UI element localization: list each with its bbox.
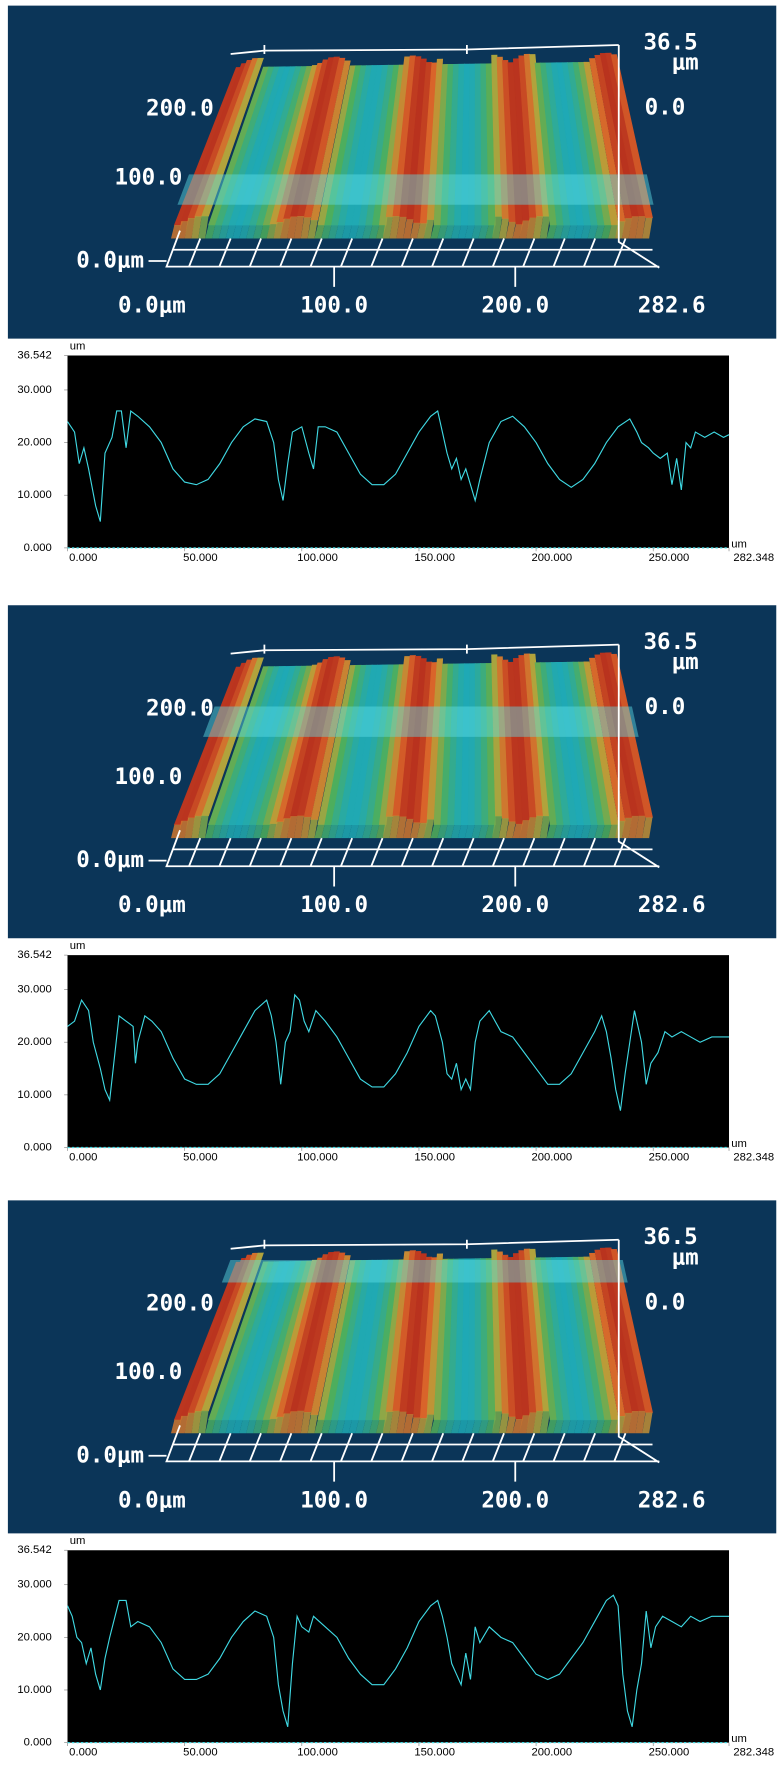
y-tick-label: 36.542 (17, 949, 51, 961)
x-axis-title: um (731, 1733, 747, 1745)
z-min-label: 0.0 (645, 694, 686, 720)
z-unit-label: μm (672, 1244, 699, 1270)
x-tick-label: 200.000 (531, 1747, 572, 1759)
y-tick-label: 0.000 (24, 1737, 52, 1749)
y-axis-label: 0.0μm (76, 1442, 144, 1468)
x-tick-label: 50.000 (183, 552, 217, 564)
x-tick-label: 100.000 (297, 1747, 338, 1759)
y-tick-label: 30.000 (17, 1579, 51, 1591)
profile-chart: um um 0.000 10.000 20.000 30.000 36.542 0.000 50… (17, 1535, 774, 1759)
plot-area (68, 955, 730, 1147)
x-axis-label: 100.0 (300, 892, 368, 918)
x-tick-label: 150.000 (414, 552, 455, 564)
x-tick-label: 50.000 (183, 1152, 217, 1164)
y-axis-label: 100.0 (115, 764, 183, 790)
x-tick-label: 250.000 (649, 1152, 690, 1164)
y-axis-title: um (70, 1535, 86, 1547)
x-tick-label: 200.000 (531, 1152, 572, 1164)
y-axis-label: 200.0 (146, 695, 214, 721)
x-axis-label: 282.6 (638, 892, 706, 918)
x-axis-label: 200.0 (481, 293, 549, 319)
y-axis-label: 0.0μm (76, 248, 144, 274)
x-tick-label: 100.000 (297, 552, 338, 564)
y-axis-title: um (70, 940, 86, 952)
x-tick-label: 0.000 (69, 1152, 97, 1164)
x-tick-label: 282.348 (733, 552, 774, 564)
x-axis-title: um (731, 1138, 747, 1150)
y-axis-label: 200.0 (146, 1290, 214, 1316)
profile-cut (177, 174, 653, 204)
x-axis-label: 200.0 (481, 892, 549, 918)
x-tick-label: 250.000 (649, 1747, 690, 1759)
profile-chart: um um 0.000 10.000 20.000 30.000 36.542 0.000 50… (17, 940, 774, 1164)
profile-cut (222, 1260, 628, 1283)
x-axis-label: 100.0 (300, 293, 368, 319)
y-tick-label: 0.000 (24, 1141, 52, 1153)
y-tick-label: 36.542 (17, 1544, 51, 1556)
plot-area (68, 1550, 730, 1742)
y-axis-title: um (70, 340, 86, 352)
surface-view: 36.5μm0.0200.0100.00.0μm0.0μm100.0200.02… (8, 6, 776, 339)
y-axis-label: 0.0μm (76, 847, 144, 873)
x-axis-label: 0.0μm (118, 1487, 186, 1513)
y-tick-label: 20.000 (17, 1036, 51, 1048)
x-axis-label: 0.0μm (118, 293, 186, 319)
page: 36.5μm0.0200.0100.00.0μm0.0μm100.0200.02… (0, 0, 781, 1773)
profile-cut (203, 707, 639, 737)
x-tick-label: 282.348 (733, 1152, 774, 1164)
x-tick-label: 150.000 (414, 1747, 455, 1759)
y-tick-label: 20.000 (17, 437, 51, 449)
x-tick-label: 50.000 (183, 1747, 217, 1759)
y-tick-label: 30.000 (17, 984, 51, 996)
x-tick-label: 100.000 (297, 1152, 338, 1164)
profile-chart: um um 0.000 10.000 20.000 30.000 36.542 0.000 50… (17, 340, 774, 564)
z-min-label: 0.0 (645, 95, 686, 121)
z-unit-label: μm (672, 50, 699, 76)
y-tick-label: 0.000 (24, 542, 52, 554)
y-tick-label: 36.542 (17, 349, 51, 361)
x-tick-label: 0.000 (69, 1747, 97, 1759)
plot-area (68, 356, 730, 548)
x-tick-label: 282.348 (733, 1747, 774, 1759)
x-axis-label: 282.6 (638, 1487, 706, 1513)
y-tick-label: 10.000 (17, 489, 51, 501)
y-tick-label: 10.000 (17, 1684, 51, 1696)
y-tick-label: 20.000 (17, 1631, 51, 1643)
x-axis-label: 100.0 (300, 1487, 368, 1513)
z-unit-label: μm (672, 649, 699, 675)
surface-view: 36.5μm0.0200.0100.00.0μm0.0μm100.0200.02… (8, 1200, 776, 1533)
y-axis-label: 200.0 (146, 96, 214, 122)
x-axis-title: um (731, 538, 747, 550)
z-min-label: 0.0 (645, 1289, 686, 1315)
x-axis-label: 200.0 (481, 1487, 549, 1513)
x-axis-label: 0.0μm (118, 892, 186, 918)
x-axis-label: 282.6 (638, 293, 706, 319)
y-axis-label: 100.0 (115, 1359, 183, 1385)
x-tick-label: 0.000 (69, 552, 97, 564)
x-tick-label: 150.000 (414, 1152, 455, 1164)
x-tick-label: 250.000 (649, 552, 690, 564)
x-tick-label: 200.000 (531, 552, 572, 564)
y-tick-label: 30.000 (17, 384, 51, 396)
y-axis-label: 100.0 (115, 164, 183, 190)
y-tick-label: 10.000 (17, 1089, 51, 1101)
